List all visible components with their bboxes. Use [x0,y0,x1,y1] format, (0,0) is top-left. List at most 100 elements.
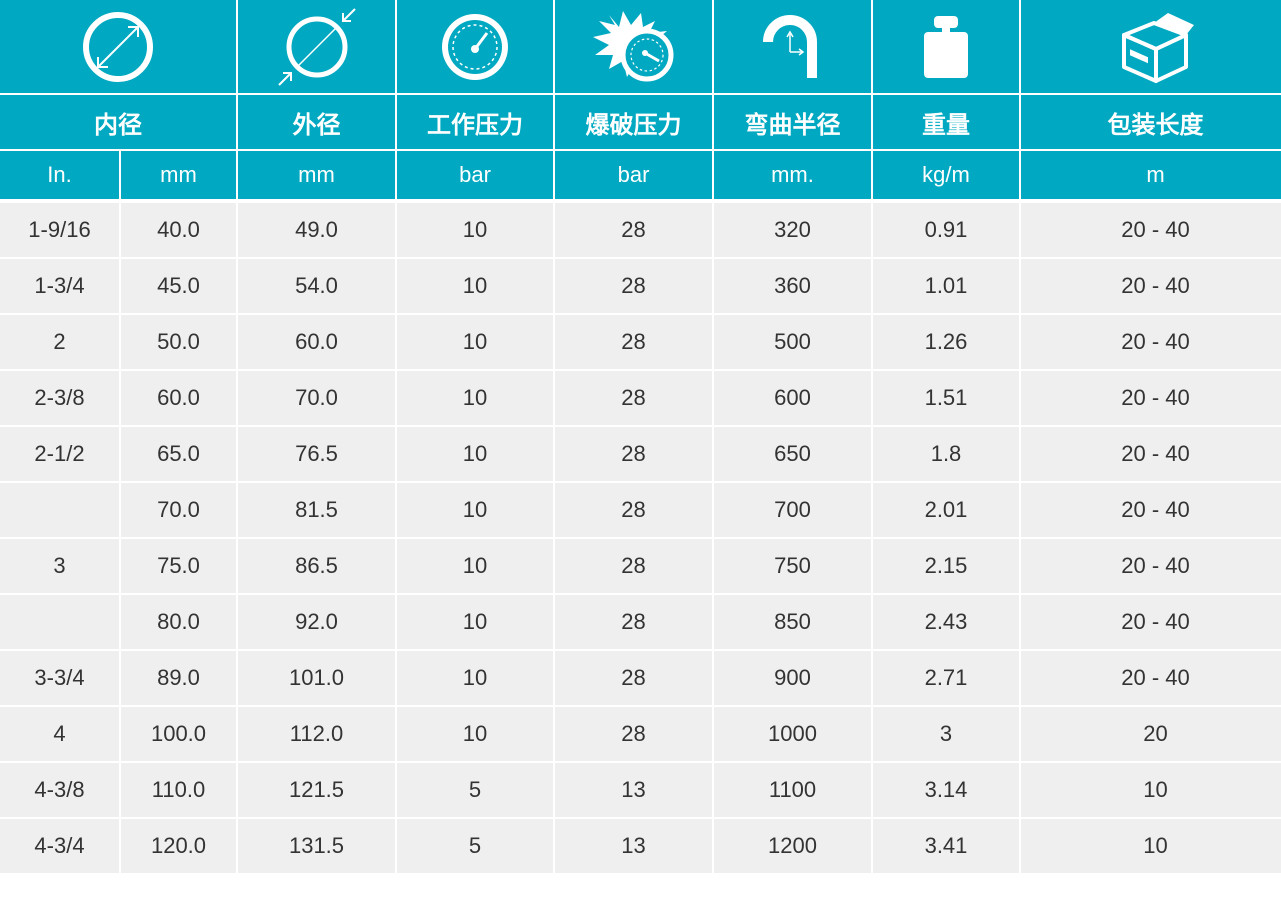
table-cell: 4-3/8 [0,763,119,817]
table-row: 3 75.0 86.5 10 28 750 2.15 20 - 40 [0,539,1281,593]
unit-mm-bend: mm. [714,151,871,199]
table-cell: 1.8 [873,427,1019,481]
unit-row: In. mm mm bar bar mm. kg/m m [0,151,1281,199]
table-cell: 20 - 40 [1021,259,1281,313]
table-cell: 1000 [714,707,871,761]
table-cell: 28 [555,203,712,257]
table-cell: 10 [397,315,553,369]
pressure-gauge-icon-cell [397,0,553,93]
table-cell: 121.5 [238,763,395,817]
table-cell: 2.43 [873,595,1019,649]
table-row: 70.0 81.5 10 28 700 2.01 20 - 40 [0,483,1281,537]
table-cell: 70.0 [121,483,236,537]
unit-inch: In. [0,151,119,199]
table-cell: 13 [555,763,712,817]
table-row: 4-3/8 110.0 121.5 5 13 1100 3.14 10 [0,763,1281,817]
table-cell: 10 [397,651,553,705]
table-cell: 10 [397,259,553,313]
table-cell: 28 [555,371,712,425]
burst-gauge-icon-cell [555,0,712,93]
table-row: 2-1/2 65.0 76.5 10 28 650 1.8 20 - 40 [0,427,1281,481]
col-title-weight: 重量 [873,95,1019,149]
col-title-package-length: 包装长度 [1021,95,1281,149]
table-cell: 100.0 [121,707,236,761]
table-cell: 20 - 40 [1021,651,1281,705]
table-cell: 10 [397,427,553,481]
burst-gauge-icon [592,10,673,81]
table-cell: 320 [714,203,871,257]
table-cell: 54.0 [238,259,395,313]
unit-bar-working: bar [397,151,553,199]
col-title-bend-radius: 弯曲半径 [714,95,871,149]
table-cell [0,483,119,537]
table-cell: 13 [555,819,712,873]
table-cell: 28 [555,539,712,593]
table-cell: 20 - 40 [1021,539,1281,593]
table-cell: 75.0 [121,539,236,593]
table-cell: 1.51 [873,371,1019,425]
table-cell: 20 - 40 [1021,371,1281,425]
table-cell: 28 [555,315,712,369]
table-cell: 0.91 [873,203,1019,257]
unit-mm-outer: mm [238,151,395,199]
icon-row [0,0,1281,93]
weight-icon-cell [873,0,1019,93]
table-cell: 600 [714,371,871,425]
table-row: 4-3/4 120.0 131.5 5 13 1200 3.41 10 [0,819,1281,873]
table-cell: 28 [555,707,712,761]
table-row: 4 100.0 112.0 10 28 1000 3 20 [0,707,1281,761]
col-title-outer-diameter: 外径 [238,95,395,149]
table-cell: 20 - 40 [1021,595,1281,649]
table-cell: 28 [555,595,712,649]
table-cell: 2.71 [873,651,1019,705]
spec-table: 内径 外径 工作压力 爆破压力 弯曲半径 重量 包装长度 In. mm mm b… [0,0,1281,873]
table-cell: 131.5 [238,819,395,873]
table-row: 1-9/16 40.0 49.0 10 28 320 0.91 20 - 40 [0,203,1281,257]
table-cell: 3-3/4 [0,651,119,705]
table-cell: 700 [714,483,871,537]
col-title-working-pressure: 工作压力 [397,95,553,149]
table-cell: 2 [0,315,119,369]
unit-m: m [1021,151,1281,199]
table-cell: 28 [555,483,712,537]
table-cell: 28 [555,259,712,313]
unit-mm-inner: mm [121,151,236,199]
table-cell: 650 [714,427,871,481]
table-cell: 10 [397,595,553,649]
table-cell: 10 [397,707,553,761]
table-cell: 1.26 [873,315,1019,369]
package-box-icon-cell [1021,0,1281,93]
table-cell: 40.0 [121,203,236,257]
table-cell: 1-9/16 [0,203,119,257]
table-cell: 20 - 40 [1021,315,1281,369]
table-cell: 81.5 [238,483,395,537]
table-cell: 2-1/2 [0,427,119,481]
table-cell: 20 [1021,707,1281,761]
table-cell: 20 - 40 [1021,427,1281,481]
table-cell: 80.0 [121,595,236,649]
table-cell: 76.5 [238,427,395,481]
table-cell: 10 [397,203,553,257]
table-cell: 28 [555,427,712,481]
table-cell: 1.01 [873,259,1019,313]
col-title-burst-pressure: 爆破压力 [555,95,712,149]
table-cell: 2.15 [873,539,1019,593]
table-cell: 92.0 [238,595,395,649]
table-cell: 60.0 [121,371,236,425]
table-cell: 850 [714,595,871,649]
unit-kg-per-m: kg/m [873,151,1019,199]
table-cell: 110.0 [121,763,236,817]
package-box-icon [1121,12,1194,83]
table-cell: 1100 [714,763,871,817]
table-cell: 3 [873,707,1019,761]
table-cell [0,595,119,649]
table-cell: 3.14 [873,763,1019,817]
inner-diameter-icon-cell [0,0,236,93]
table-row: 2-3/8 60.0 70.0 10 28 600 1.51 20 - 40 [0,371,1281,425]
table-cell: 20 - 40 [1021,483,1281,537]
table-cell: 10 [1021,819,1281,873]
table-cell: 5 [397,819,553,873]
weight-icon [924,15,968,78]
table-cell: 500 [714,315,871,369]
table-cell: 70.0 [238,371,395,425]
